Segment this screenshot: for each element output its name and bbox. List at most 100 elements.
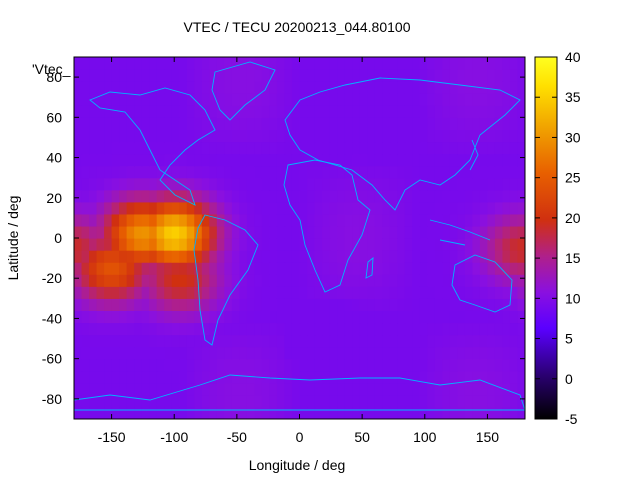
y-tick-label: 80 xyxy=(46,69,62,85)
heatmap-cell xyxy=(179,250,188,263)
heatmap-cell xyxy=(389,322,398,336)
heatmap-cell xyxy=(382,334,391,348)
heatmap-cell xyxy=(74,310,83,324)
heatmap-cell xyxy=(397,322,406,336)
heatmap-cell xyxy=(269,274,278,287)
heatmap-cell xyxy=(284,298,293,311)
heatmap-cell xyxy=(352,250,361,263)
heatmap-cell xyxy=(96,225,105,239)
heatmap-cell xyxy=(104,346,113,360)
heatmap-cell xyxy=(494,81,504,94)
heatmap-cell xyxy=(299,394,308,408)
heatmap-cell xyxy=(464,250,473,263)
heatmap-cell xyxy=(194,57,203,70)
heatmap-cell xyxy=(374,69,383,82)
heatmap-cell xyxy=(494,250,504,263)
heatmap-cell xyxy=(186,117,195,130)
heatmap-cell xyxy=(464,153,473,167)
heatmap-cell xyxy=(389,382,398,396)
heatmap-cell xyxy=(96,105,105,118)
heatmap-cell xyxy=(494,105,504,118)
heatmap-cell xyxy=(134,334,143,348)
heatmap-cell xyxy=(472,225,481,239)
heatmap-cell xyxy=(126,310,135,324)
heatmap-cell xyxy=(299,69,308,82)
heatmap-cell xyxy=(434,310,443,324)
heatmap-cell xyxy=(307,117,316,130)
heatmap-cell xyxy=(216,262,225,275)
heatmap-cell xyxy=(276,117,286,130)
heatmap-cell xyxy=(299,213,308,227)
heatmap-cell xyxy=(502,165,511,179)
heatmap-cell xyxy=(224,310,233,324)
heatmap-cell xyxy=(209,262,218,275)
heatmap-cell xyxy=(299,189,308,203)
heatmap-cell xyxy=(382,225,391,239)
heatmap-cell xyxy=(156,93,165,106)
heatmap-cell xyxy=(111,153,120,167)
heatmap-cell xyxy=(329,382,338,396)
heatmap-cell xyxy=(164,201,173,215)
heatmap-cell xyxy=(164,370,173,384)
heatmap-cell xyxy=(134,262,143,275)
heatmap-cell xyxy=(246,358,255,372)
heatmap-cell xyxy=(404,165,413,179)
heatmap-cell xyxy=(442,406,451,419)
heatmap-cell xyxy=(389,286,398,299)
heatmap-cell xyxy=(164,165,173,179)
heatmap-cell xyxy=(276,406,286,419)
heatmap-cell xyxy=(352,322,361,336)
heatmap-cell xyxy=(412,201,421,215)
heatmap-cell xyxy=(434,298,443,311)
heatmap-cell xyxy=(164,129,173,143)
heatmap-cell xyxy=(261,165,271,179)
heatmap-cell xyxy=(291,225,301,239)
heatmap-cell xyxy=(254,322,263,336)
heatmap-cell xyxy=(81,322,90,336)
heatmap-cell xyxy=(367,225,376,239)
heatmap-cell xyxy=(179,238,188,251)
heatmap-cell xyxy=(81,274,90,287)
heatmap-cell xyxy=(246,334,255,348)
heatmap-cell xyxy=(164,238,173,251)
heatmap-cell xyxy=(359,286,368,299)
heatmap-cell xyxy=(164,358,173,372)
heatmap-cell xyxy=(427,382,436,396)
heatmap-cell xyxy=(457,406,466,419)
heatmap-cell xyxy=(329,286,338,299)
heatmap-cell xyxy=(261,286,271,299)
heatmap-cell xyxy=(517,153,525,167)
heatmap-cell xyxy=(472,358,481,372)
x-tick-label: 0 xyxy=(296,429,304,445)
heatmap-cell xyxy=(261,334,271,348)
heatmap-cell xyxy=(307,81,316,94)
heatmap-cell xyxy=(201,322,210,336)
heatmap-cell xyxy=(111,346,120,360)
heatmap-cell xyxy=(352,298,361,311)
heatmap-cell xyxy=(427,394,436,408)
heatmap-cell xyxy=(126,370,135,384)
heatmap-cell xyxy=(479,334,489,348)
heatmap-cell xyxy=(419,153,428,167)
heatmap-cell xyxy=(449,358,458,372)
heatmap-cell xyxy=(276,69,286,82)
heatmap-cell xyxy=(164,117,173,130)
heatmap-cell xyxy=(104,177,113,191)
heatmap-cell xyxy=(314,358,323,372)
heatmap-cell xyxy=(104,69,113,82)
heatmap-cell xyxy=(254,81,263,94)
heatmap-cell xyxy=(322,141,331,155)
heatmap-cell xyxy=(74,177,83,191)
heatmap-cell xyxy=(231,310,240,324)
heatmap-cell xyxy=(269,165,278,179)
heatmap-cell xyxy=(442,141,451,155)
heatmap-cell xyxy=(269,250,278,263)
heatmap-cell xyxy=(246,406,255,419)
heatmap-cell xyxy=(96,165,105,179)
heatmap-cell xyxy=(397,394,406,408)
heatmap-cell xyxy=(134,201,143,215)
heatmap-cell xyxy=(201,238,210,251)
heatmap-cell xyxy=(509,153,519,167)
heatmap-cell xyxy=(164,105,173,118)
heatmap-cell xyxy=(322,81,331,94)
